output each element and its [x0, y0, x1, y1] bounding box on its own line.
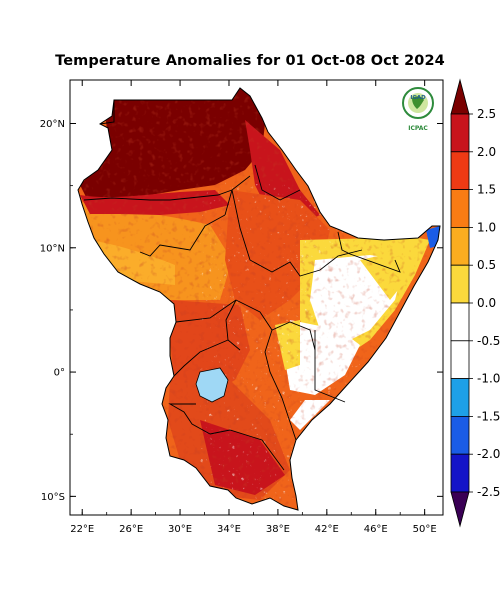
- colorbar-label: -0.5: [477, 334, 500, 348]
- colorbar-label: -2.0: [477, 447, 500, 461]
- colorbar-segment: [450, 378, 470, 417]
- colorbar-segment: [450, 113, 470, 153]
- colorbar-segment: [450, 189, 470, 228]
- colorbar-label: -1.0: [477, 372, 500, 386]
- lon-tick-label: 34°E: [217, 524, 241, 535]
- lon-axis: 22°E 26°E 30°E 34°E 38°E 42°E 46°E 50°E: [70, 80, 437, 535]
- colorbar-label: 2.5: [477, 107, 496, 121]
- lake-victoria: [195, 367, 229, 403]
- lon-tick-label: 26°E: [119, 524, 143, 535]
- lon-tick-label: 38°E: [266, 524, 290, 535]
- lon-tick-label: 42°E: [315, 524, 339, 535]
- lat-tick-label: 0°: [54, 368, 65, 379]
- colorbar-label: 1.0: [477, 220, 496, 234]
- colorbar-label: 2.0: [477, 145, 496, 159]
- colorbar-segment: [450, 453, 470, 493]
- colorbar-label: 0.5: [477, 258, 496, 272]
- colorbar-top-triangle: [450, 78, 470, 115]
- colorbar: 2.5 2.0 1.5 1.0 0.5 0.0 -0.5 -1.0 -1.5 -2.0 -2.5: [450, 78, 500, 528]
- logo-bottom-text: ICPAC: [408, 125, 428, 132]
- colorbar-label: 0.0: [477, 296, 496, 310]
- lat-axis: 20°N 10°N 0° 10°S: [40, 119, 443, 503]
- colorbar-segment: [450, 264, 470, 304]
- colorbar-segment: [450, 302, 470, 342]
- colorbar-label: 1.5: [477, 183, 496, 197]
- logo-top-text: IGAD: [410, 95, 426, 101]
- colorbar-segment: [450, 151, 470, 191]
- lat-tick-label: 10°N: [40, 243, 65, 254]
- lon-tick-label: 30°E: [168, 524, 192, 535]
- lon-tick-label: 46°E: [364, 524, 388, 535]
- lon-tick-label: 50°E: [413, 524, 437, 535]
- colorbar-label: -2.5: [477, 485, 500, 499]
- colorbar-segment: [450, 226, 470, 266]
- map-title: Temperature Anomalies for 01 Oct-08 Oct …: [55, 53, 445, 69]
- icpac-logo: IGAD ICPAC: [402, 87, 434, 132]
- colorbar-bottom-triangle: [450, 491, 470, 528]
- lat-tick-label: 10°S: [41, 492, 65, 503]
- lat-tick-label: 20°N: [40, 119, 65, 130]
- colorbar-label: -1.5: [477, 409, 500, 423]
- colorbar-segment: [450, 415, 470, 455]
- lon-tick-label: 22°E: [70, 524, 94, 535]
- country-borders: [83, 100, 401, 471]
- colorbar-segment: [450, 340, 470, 379]
